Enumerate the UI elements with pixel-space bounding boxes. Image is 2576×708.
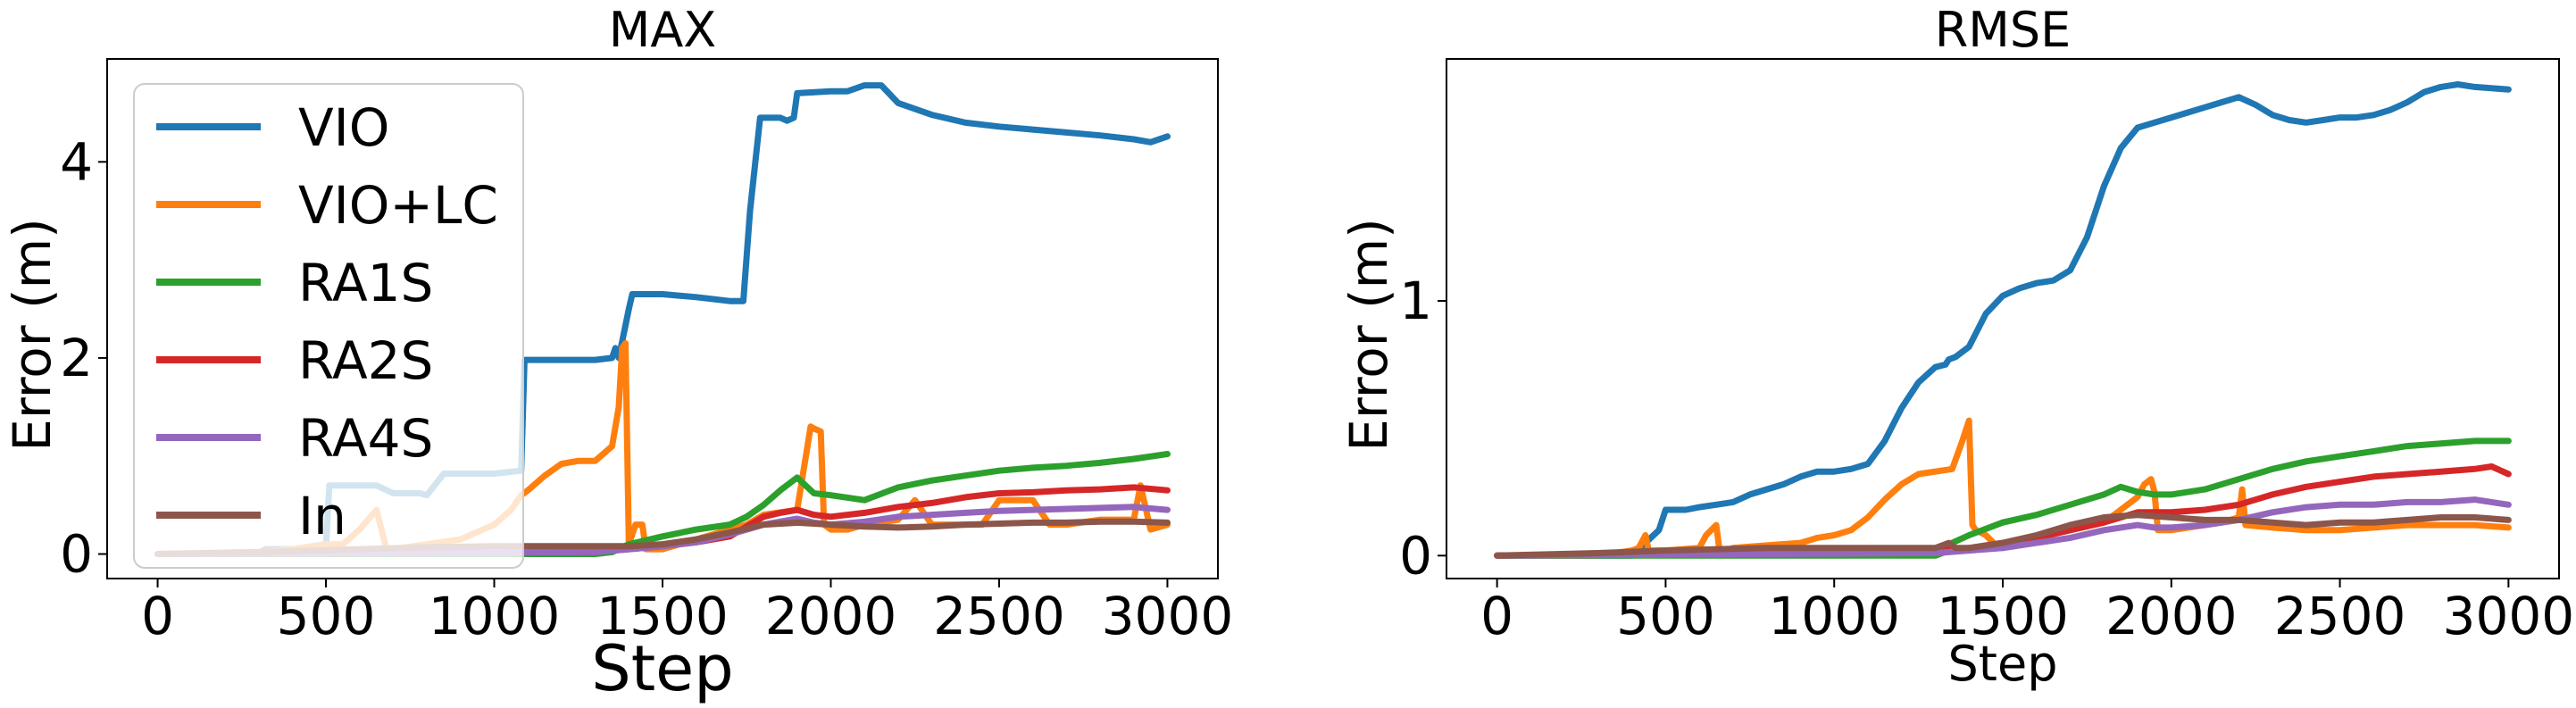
max-y-tick-label: 2 xyxy=(60,328,93,388)
legend-item: VIO+LC xyxy=(156,175,498,236)
legend-label: RA2S xyxy=(298,330,433,391)
max-y-tick-label: 4 xyxy=(60,131,93,192)
legend-item: RA1S xyxy=(156,253,433,313)
rmse-series-lines xyxy=(1494,81,2512,559)
rmse-x-tick-label: 1000 xyxy=(1768,586,1900,646)
rmse-y-tick-label: 1 xyxy=(1399,271,1432,331)
max-x-tick-label: 0 xyxy=(141,586,174,646)
legend-label: VIO+LC xyxy=(298,175,498,236)
rmse-x-tick-label: 2500 xyxy=(2274,586,2406,646)
legend-item: VIO xyxy=(156,97,389,158)
legend-item: RA2S xyxy=(156,330,433,391)
rmse-series-line-ra1s xyxy=(1494,437,2512,559)
rmse-series-line-ra4s xyxy=(1494,496,2512,559)
rmse-title: RMSE xyxy=(1935,2,2072,58)
rmse-x-tick-label: 2000 xyxy=(2105,586,2238,646)
rmse-series-line-vio-lc xyxy=(1494,417,2512,559)
max-x-axis-label: Step xyxy=(591,632,733,705)
legend-label: RA4S xyxy=(298,408,433,469)
max-x-tick-label: 2500 xyxy=(933,586,1065,646)
rmse-subplot: RMSE Error (m) Step 0 500 1000 1500 2000 2500… xyxy=(1338,2,2574,692)
rmse-x-axis-label: Step xyxy=(1948,636,2058,692)
rmse-x-tick-label: 1500 xyxy=(1937,586,2069,646)
max-x-tick-label: 2000 xyxy=(765,586,897,646)
max-y-tick-label: 0 xyxy=(60,524,93,585)
legend: VIO VIO+LC RA1S RA2S RA4S In xyxy=(133,83,524,569)
rmse-x-tick-label: 3000 xyxy=(2443,586,2575,646)
legend-item: In xyxy=(156,486,346,546)
legend-item: RA4S xyxy=(156,408,433,469)
max-x-tick-label: 500 xyxy=(277,586,376,646)
max-series-line-ra1s xyxy=(154,451,1171,557)
max-x-tick-label: 3000 xyxy=(1102,586,1234,646)
rmse-x-tick-label: 500 xyxy=(1616,586,1715,646)
legend-label: VIO xyxy=(298,97,389,158)
rmse-y-axis-label: Error (m) xyxy=(1338,218,1399,452)
max-x-tick-label: 1000 xyxy=(429,586,561,646)
legend-label: In xyxy=(298,486,346,546)
max-y-axis-label: Error (m) xyxy=(2,218,63,452)
rmse-x-tick-label: 0 xyxy=(1480,586,1513,646)
legend-label: RA1S xyxy=(298,253,433,313)
max-title: MAX xyxy=(609,2,717,58)
rmse-y-tick-label: 0 xyxy=(1399,525,1432,586)
rmse-series-line-in xyxy=(1494,512,2512,559)
rmse-series-line-vio xyxy=(1494,81,2512,559)
max-subplot: MAX Error (m) Step 0 500 1000 1500 2000 2500 3… xyxy=(2,2,1233,705)
max-x-tick-label: 1500 xyxy=(596,586,729,646)
